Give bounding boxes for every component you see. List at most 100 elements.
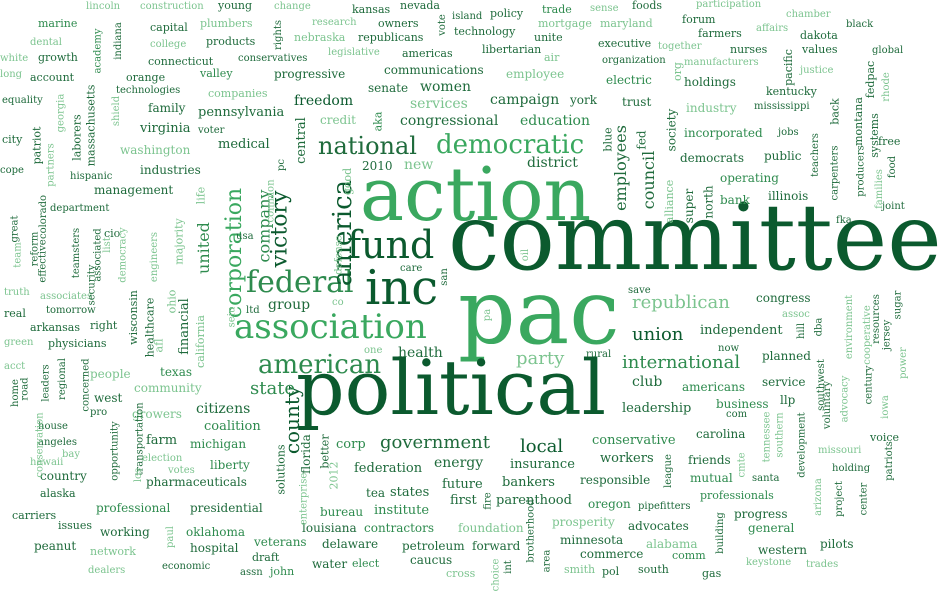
word-petroleum: petroleum	[402, 539, 465, 553]
word-owners: owners	[378, 17, 419, 30]
word-professionals: professionals	[700, 489, 774, 502]
word-state: state	[250, 378, 296, 399]
word-issues: issues	[58, 519, 93, 532]
word-producers: producers	[855, 145, 867, 197]
word-liberty: liberty	[210, 458, 250, 472]
word-conservatives: conservatives	[238, 53, 308, 64]
word-bank: bank	[720, 193, 750, 207]
word-hawaii: hawaii	[30, 457, 64, 468]
word-florida: florida	[298, 434, 313, 474]
word-international: international	[622, 352, 741, 373]
word-arkansas: arkansas	[30, 321, 80, 334]
word-pol: pol	[602, 565, 620, 578]
word-progressive: progressive	[274, 67, 346, 81]
word-oil: oil	[520, 248, 532, 262]
word-york: york	[570, 93, 598, 107]
word-corp: corp	[336, 437, 366, 452]
word-industries: industries	[140, 163, 201, 177]
word-bay: bay	[62, 449, 81, 460]
word-teamsters: teamsters	[71, 227, 83, 279]
word-patriot: patriot	[30, 126, 44, 165]
word-engineers: engineers	[149, 231, 161, 283]
word-alabama: alabama	[646, 537, 698, 551]
word-indiana: indiana	[112, 22, 124, 60]
word-paul: paul	[165, 525, 177, 549]
word-defense: defense	[333, 235, 345, 275]
word-orange: orange	[126, 71, 166, 84]
word-national: national	[318, 132, 417, 160]
word-corporation: corporation	[222, 187, 248, 319]
word-companies: companies	[208, 87, 268, 100]
word-foods: foods	[632, 0, 663, 12]
word-tea: tea	[366, 486, 386, 500]
word-road: road	[19, 377, 31, 401]
word-commerce: commerce	[580, 547, 644, 561]
word-truth: truth	[4, 287, 30, 298]
word-operating: operating	[720, 171, 779, 185]
word-sugar: sugar	[892, 290, 904, 320]
word-political: political	[296, 343, 607, 432]
word-independent: independent	[700, 323, 783, 338]
word-committee: committee	[448, 184, 939, 291]
word-fire: fire	[482, 492, 494, 510]
word-fedpac: fedpac	[864, 60, 878, 99]
word-construction: construction	[140, 1, 204, 12]
word-hospital: hospital	[190, 541, 239, 555]
word-responsible: responsible	[580, 473, 651, 487]
word-now: now	[718, 343, 740, 354]
word-enterprise: enterprise	[298, 472, 310, 526]
word-dba: dba	[813, 317, 825, 337]
word-life: life	[194, 186, 208, 205]
word-one: one	[364, 345, 383, 356]
word-health: health	[398, 345, 443, 361]
word-leaders: leaders	[40, 364, 52, 402]
word-black: black	[846, 19, 874, 30]
word-medical: medical	[218, 137, 270, 152]
word-rights: rights	[272, 20, 284, 50]
word-pilots: pilots	[820, 537, 854, 551]
word-wisconsin: wisconsin	[126, 290, 140, 345]
word-citizens: citizens	[196, 401, 251, 417]
word-maryland: maryland	[600, 17, 653, 30]
word-growth: growth	[38, 51, 78, 64]
word-congressional: congressional	[400, 113, 499, 129]
word-san: san	[438, 268, 450, 286]
word-first: first	[450, 493, 477, 508]
word-ltd: ltd	[246, 305, 260, 316]
word-good: good	[341, 167, 355, 196]
word-conservation: conservation	[34, 412, 46, 478]
word-comm: comm	[672, 549, 706, 562]
word-trust: trust	[622, 95, 652, 109]
word-trades: trades	[806, 559, 839, 570]
word-patriots: patriots	[883, 441, 895, 481]
word-int: int	[502, 560, 514, 574]
word-values: values	[802, 43, 838, 56]
word-parenthood: parenthood	[496, 493, 572, 508]
word-opportunity: opportunity	[109, 421, 121, 481]
word-house: house	[38, 421, 68, 432]
word-south: south	[638, 563, 669, 576]
word-jobs: jobs	[778, 127, 799, 138]
word-long: long	[0, 69, 23, 80]
word-keystone: keystone	[746, 557, 792, 568]
word-club: club	[632, 374, 663, 390]
word-voice: voice	[870, 431, 900, 444]
word-white: white	[0, 53, 29, 64]
word-co: co	[332, 297, 344, 308]
word-pacific: pacific	[781, 49, 795, 86]
word-unite: unite	[534, 31, 563, 44]
word-common: common	[265, 179, 277, 223]
word-research: research	[312, 17, 357, 28]
word-participation: participation	[696, 0, 762, 10]
word-assoc: assoc	[782, 309, 810, 320]
word-holding: holding	[832, 463, 871, 474]
word-elect: elect	[352, 557, 380, 570]
word-insurance: insurance	[510, 457, 575, 472]
word-llp: llp	[780, 393, 796, 407]
word-assn: assn	[240, 567, 263, 578]
word-brotherhood: brotherhood	[525, 499, 537, 563]
word-future: future	[442, 477, 483, 492]
word-federation: federation	[354, 461, 423, 476]
word-league: league	[662, 454, 674, 488]
